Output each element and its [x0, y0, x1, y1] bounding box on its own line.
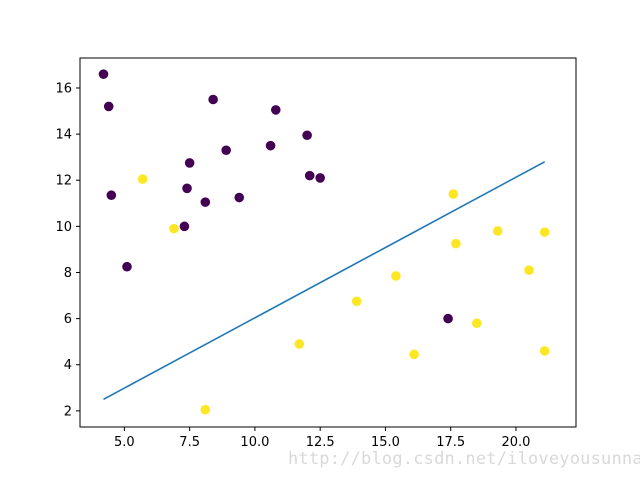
scatter-point-series-0-9: [221, 145, 231, 156]
scatter-point-series-0-3: [122, 261, 132, 272]
scatter-point-series-1-9: [472, 318, 482, 329]
scatter-point-series-0-4: [179, 221, 190, 232]
plot-frame: [79, 57, 577, 428]
x-tick-label: 7.5: [179, 435, 200, 450]
scatter-point-series-1-4: [351, 296, 362, 307]
x-tick-label: 20.0: [501, 435, 530, 450]
scatter-point-series-1-7: [448, 189, 459, 199]
scatter-point-series-0-10: [234, 192, 245, 203]
scatter-point-series-0-7: [200, 197, 211, 207]
scatter-point-series-0-6: [184, 158, 195, 168]
y-tick-label: 14: [55, 128, 72, 143]
scatter-point-series-1-12: [539, 227, 550, 237]
scatter-point-series-0-12: [270, 105, 281, 115]
scatter-point-series-0-13: [302, 130, 312, 141]
watermark-text: http://blog.csdn.net/iloveyousunna: [288, 449, 640, 469]
scatter-point-series-1-5: [391, 271, 401, 281]
y-tick-label: 4: [64, 358, 72, 373]
scatter-point-series-1-6: [409, 349, 419, 360]
scatter-point-series-0-11: [265, 140, 276, 151]
scatter-point-series-0-15: [315, 173, 325, 183]
scatter-point-series-0-2: [106, 190, 117, 201]
scatter-point-series-0-8: [208, 94, 218, 105]
scatter-point-series-1-1: [169, 223, 179, 234]
boundary-line: [103, 161, 546, 401]
scatter-point-series-0-14: [304, 170, 315, 181]
decision-boundary-layer: [103, 161, 546, 401]
x-tick-label: 17.5: [436, 435, 465, 450]
y-tick-label: 6: [64, 312, 72, 327]
y-tick-label: 10: [55, 220, 72, 235]
x-tick-label: 10.0: [240, 435, 269, 450]
x-tick-label: 5.0: [114, 435, 135, 450]
scatter-point-series-1-10: [492, 226, 503, 236]
scatter-point-series-0-5: [182, 183, 192, 194]
points-layer: [98, 69, 550, 415]
scatter-point-series-0-0: [98, 69, 109, 79]
scatter-point-series-1-2: [200, 404, 211, 415]
x-tick-label: 15.0: [371, 435, 400, 450]
y-tick-label: 12: [55, 174, 72, 189]
y-tick-label: 2: [64, 404, 72, 419]
scatter-point-series-1-8: [451, 238, 461, 249]
ticks-layer: 5.0 7.5 10.0 12.5 15.0 17.5 20.0 2 4 6 8 10 12 14 16: [55, 81, 530, 450]
y-tick-label: 8: [64, 266, 72, 281]
scatter-point-series-0-1: [103, 101, 114, 112]
scatter-point-series-1-11: [524, 265, 534, 275]
x-tick-label: 12.5: [306, 435, 335, 450]
y-tick-label: 16: [55, 81, 72, 96]
scatter-point-series-1-0: [137, 174, 148, 184]
scatter-point-series-0-16: [443, 313, 453, 324]
scatter-point-series-1-3: [294, 339, 305, 349]
scatter-point-series-1-13: [539, 346, 550, 356]
